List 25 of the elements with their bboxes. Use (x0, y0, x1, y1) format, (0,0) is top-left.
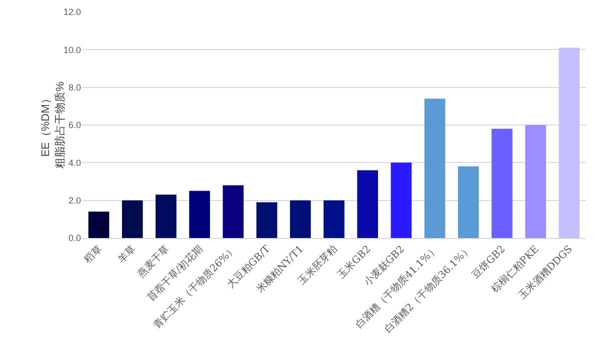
y-tick-label: 4.0 (68, 158, 81, 168)
bar (458, 166, 479, 238)
y-tick-label: 10.0 (63, 44, 81, 55)
bar (424, 98, 446, 238)
bar (324, 200, 344, 238)
bar (525, 125, 546, 238)
bar (492, 128, 512, 238)
bar (390, 162, 412, 238)
bar (88, 212, 110, 238)
bar (290, 200, 311, 238)
bar (122, 200, 143, 238)
bar (156, 194, 176, 238)
bar (189, 190, 210, 238)
bar (222, 185, 244, 238)
y-tick-label: 6.0 (68, 120, 81, 130)
bar (558, 48, 580, 238)
bar (256, 202, 278, 238)
y-tick-label: 12.0 (63, 7, 81, 18)
x-tick-label: 稻草 (82, 243, 104, 266)
y-tick-label: 0.0 (68, 233, 81, 244)
y-tick-label: 8.0 (68, 82, 81, 92)
y-tick-label: 2.0 (68, 195, 81, 206)
bar (357, 170, 378, 238)
y-axis-title: EE（%DM）粗脂肪占干物质% (40, 81, 66, 168)
x-tick-label: 羊草 (115, 243, 138, 266)
